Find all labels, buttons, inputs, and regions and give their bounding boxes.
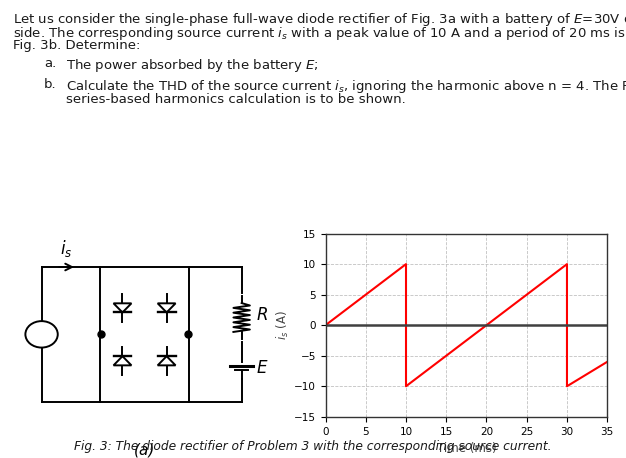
Text: $i_s$: $i_s$ (60, 238, 73, 259)
Text: The power absorbed by the battery $E$;: The power absorbed by the battery $E$; (66, 57, 318, 74)
Text: series-based harmonics calculation is to be shown.: series-based harmonics calculation is to… (66, 93, 406, 105)
Text: Let us consider the single-phase full-wave diode rectifier of Fig. 3a with a bat: Let us consider the single-phase full-wa… (13, 11, 626, 28)
Text: a.: a. (44, 57, 56, 70)
Text: $E$: $E$ (257, 359, 269, 377)
Text: b.: b. (44, 78, 56, 91)
Text: Fig. 3b. Determine:: Fig. 3b. Determine: (13, 39, 140, 52)
X-axis label: Time (ms): Time (ms) (436, 442, 496, 455)
Y-axis label: $i_s$ (A): $i_s$ (A) (275, 310, 291, 340)
Text: side. The corresponding source current $i_s$ with a peak value of 10 A and a per: side. The corresponding source current $… (13, 25, 626, 42)
Text: $R$: $R$ (257, 306, 269, 324)
Text: (a): (a) (134, 442, 155, 458)
Text: Calculate the THD of the source current $i_s$, ignoring the harmonic above n = 4: Calculate the THD of the source current … (66, 78, 626, 95)
Text: Fig. 3: The diode rectifier of Problem 3 with the corresponding source current.: Fig. 3: The diode rectifier of Problem 3… (74, 440, 552, 453)
